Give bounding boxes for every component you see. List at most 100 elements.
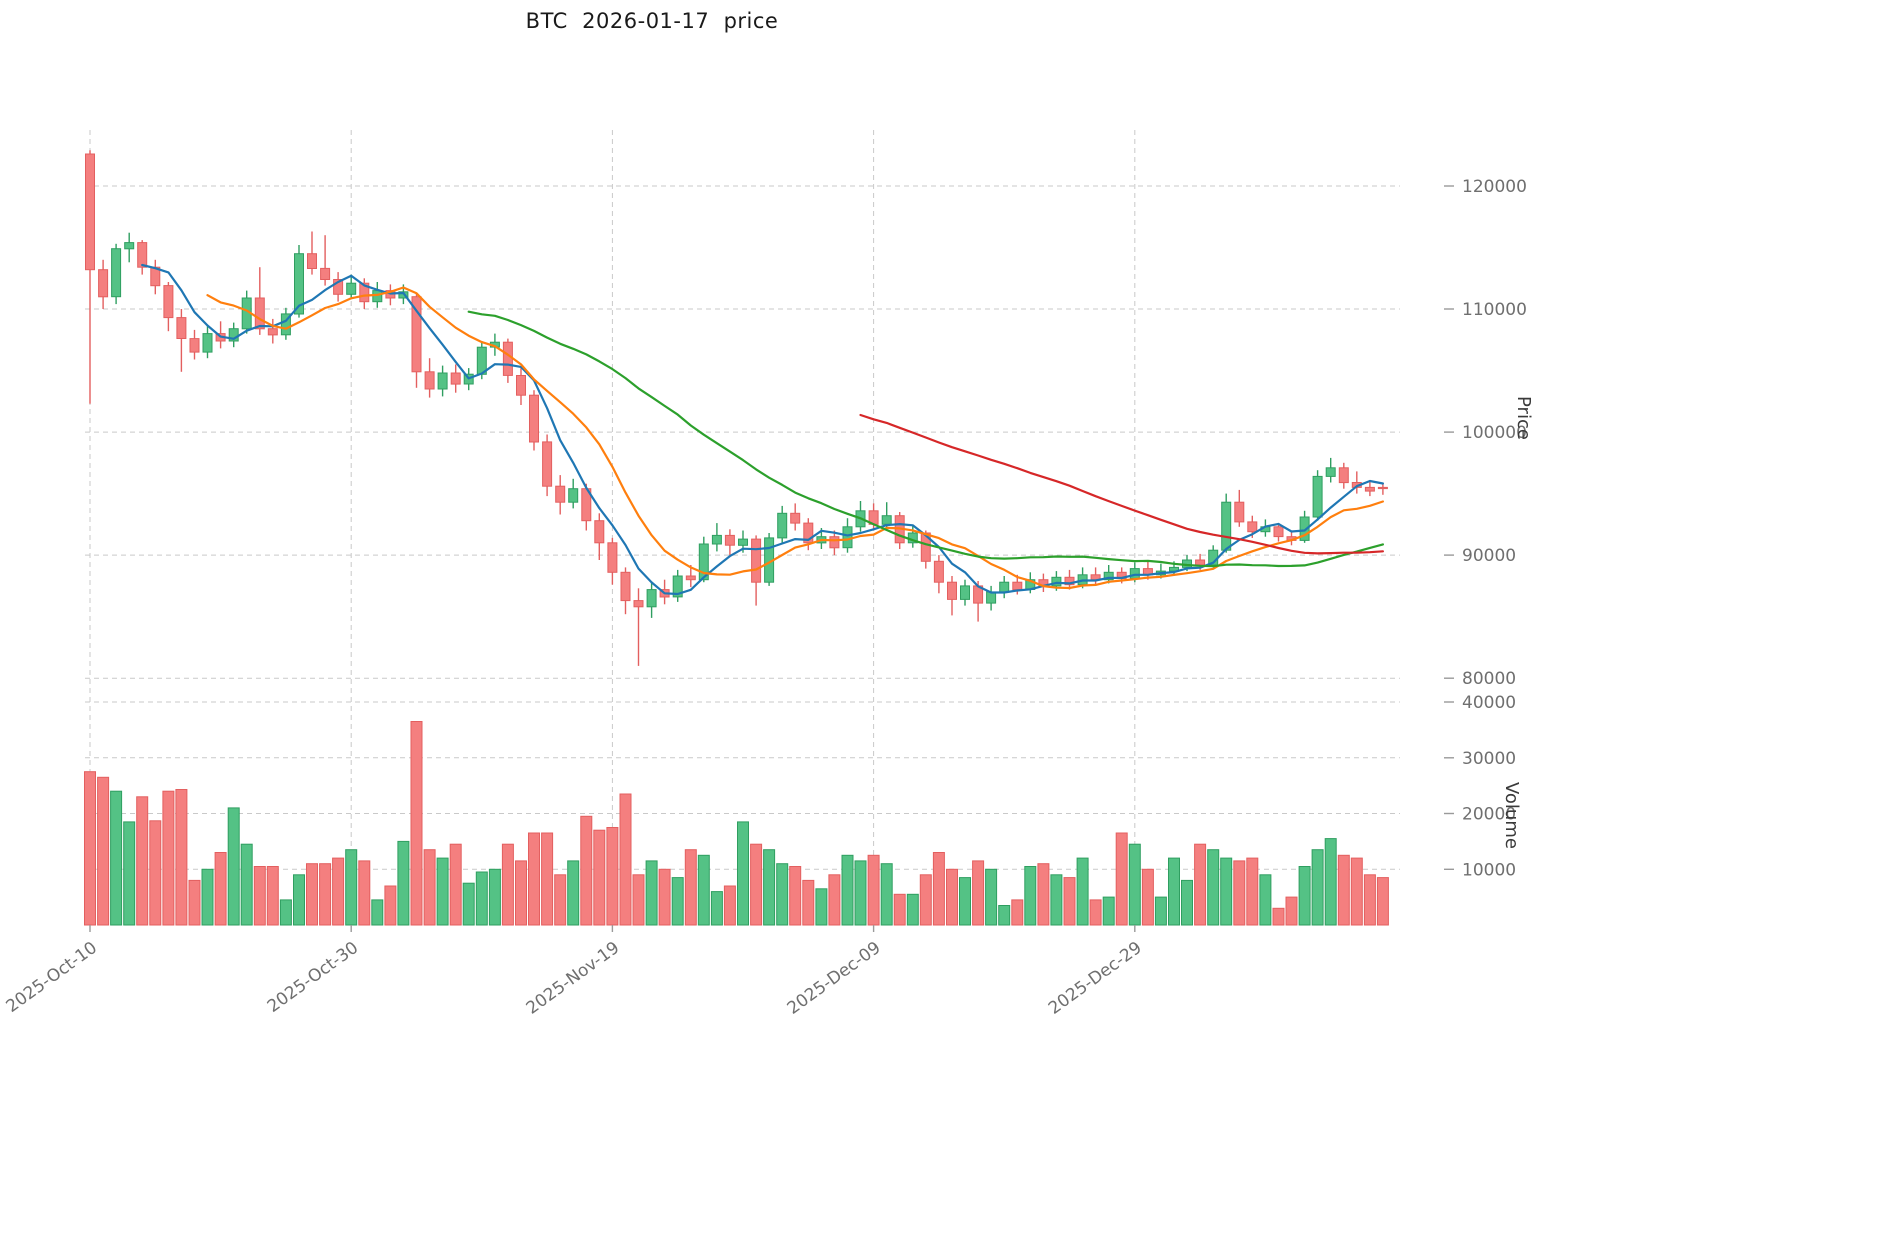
candle [751,538,762,583]
candles-layer [85,150,1388,666]
candle [359,282,370,303]
volume-bar [136,796,149,926]
candle [280,313,291,336]
volume-bar [410,721,423,926]
volume-bar [1207,849,1220,926]
ma-lines-layer [141,263,1385,596]
candle [777,512,788,539]
volume-bar [149,820,162,926]
volume-bar [462,882,475,926]
candle [999,581,1010,593]
volume-bar [802,879,815,926]
candle [1364,486,1375,492]
volume-bar [358,860,371,926]
volume-bar [1272,907,1285,926]
volume-bar [606,827,619,926]
volume-bar [1311,849,1324,926]
candle [842,526,853,549]
volume-bar [932,852,945,926]
volume-bar [449,843,462,926]
volume-bar [684,849,697,926]
candle [502,341,513,376]
volume-bar [658,868,671,926]
volume-bar [227,807,240,926]
candle [685,575,696,581]
candle [803,522,814,544]
candle [947,581,957,600]
candle [267,328,278,336]
volume-bar [776,863,789,926]
volume-bar [919,874,932,926]
x-tick-labels: 2025-Oct-10 2025-Oct-30 2025-Nov-19 2025-De… [3,925,1146,1019]
volume-bar [959,877,971,926]
candle [790,512,801,524]
candle [960,585,970,600]
y-tick-labels: 120000 110000 100000 90000 80000 40000 30000 20… [1444,177,1527,880]
grid-layer [85,130,1400,925]
candle [137,242,148,268]
volume-bar [723,885,736,926]
volume-bar [1181,879,1193,926]
candle [1234,501,1245,523]
chart-title: BTC 2026-01-17 price [525,9,779,33]
price-tick-label: 110000 [1462,300,1527,320]
volume-bar [1141,868,1154,926]
candle [254,297,265,330]
volume-bar [515,860,527,926]
volume-bar [567,860,580,926]
candle [1325,467,1336,477]
volume-bar [162,790,175,926]
x-tick-label: 2025-Oct-30 [264,938,362,1017]
volume-bar [541,832,554,926]
volume-bar [671,877,684,926]
candle [1312,475,1323,518]
volume-bar [306,863,318,926]
candle [711,534,722,545]
x-tick-label: 2025-Nov-19 [523,938,624,1019]
volume-bar [1285,896,1298,926]
candle [672,575,683,598]
volume-bar [1037,863,1050,926]
volume-bar [1259,874,1272,926]
volume-bar [201,868,214,926]
candle [1377,486,1388,490]
volume-bar [1063,877,1076,926]
volume-bar [1154,896,1167,926]
volume-bar [1115,832,1128,926]
volume-bar [867,854,880,926]
volume-bar [1246,857,1259,926]
candle [1247,521,1258,533]
volume-bar [1363,874,1376,926]
volume-bar [266,866,279,926]
candle [1103,571,1114,581]
ma-line-MA60 [859,413,1385,555]
price-tick-label: 80000 [1462,669,1516,689]
candle [724,534,735,546]
candle [1221,501,1232,551]
volume-axis-label: Volume [1501,782,1522,849]
candle [594,520,605,544]
candle [620,571,631,602]
volume-bar [893,893,906,926]
x-tick-label: 2025-Oct-10 [3,938,101,1017]
candle [1195,559,1206,566]
volume-tick-label: 40000 [1462,693,1516,713]
candle [124,242,135,250]
candle [986,591,997,604]
volume-bar [632,874,645,926]
candle [555,485,566,503]
volume-bar [815,888,828,926]
volume-bar [1128,843,1141,926]
volume-bar [998,905,1011,926]
volume-bar [1194,843,1207,926]
candle [411,296,422,373]
candle [1051,576,1062,587]
volume-bar [84,771,96,926]
volume-bar [645,860,658,926]
volume-bar [279,899,292,926]
volume-bar [214,852,227,926]
volume-bar [293,874,305,926]
volume-bar [175,789,188,926]
volume-bar [710,891,723,926]
